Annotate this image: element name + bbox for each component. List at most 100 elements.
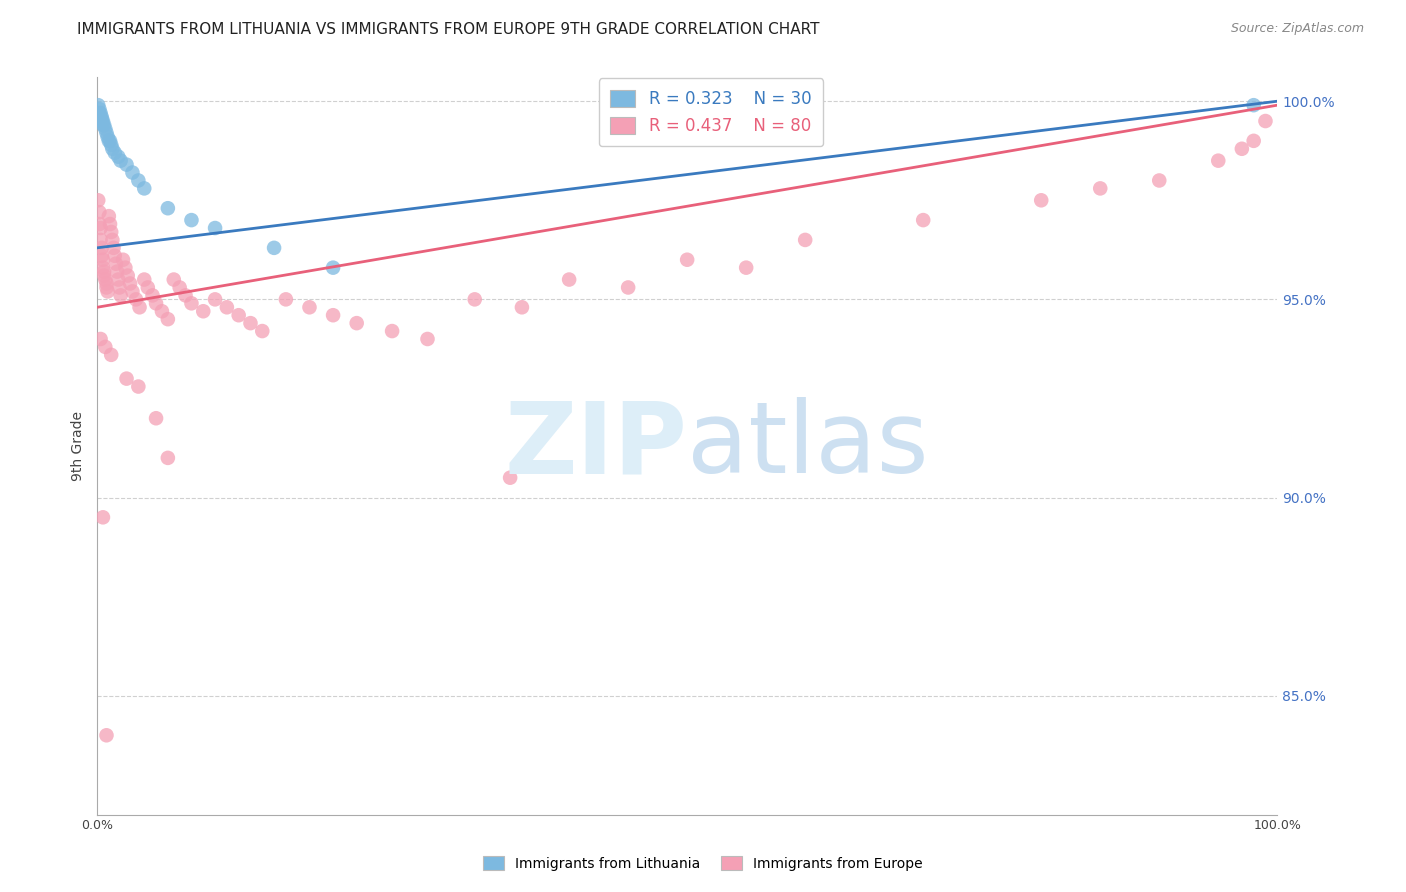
Point [136, 280, 159, 294]
Point [127, 173, 149, 187]
Point [115, 158, 138, 172]
Point [156, 450, 179, 465]
Point [215, 300, 238, 314]
Point [94, 122, 117, 136]
Point [204, 221, 226, 235]
Point [252, 324, 274, 338]
Point [145, 296, 167, 310]
Point [100, 348, 122, 362]
Point [676, 252, 699, 267]
Point [89, 102, 111, 116]
Legend: R = 0.323    N = 30, R = 0.437    N = 80: R = 0.323 N = 30, R = 0.437 N = 80 [599, 78, 823, 146]
Point [1243, 134, 1265, 148]
Point [169, 280, 191, 294]
Point [156, 201, 179, 215]
Point [93, 118, 115, 132]
Point [94, 340, 117, 354]
Point [263, 241, 285, 255]
Point [322, 308, 344, 322]
Point [110, 153, 132, 168]
Point [322, 260, 344, 275]
Point [1149, 173, 1171, 187]
Point [107, 272, 129, 286]
Point [239, 316, 262, 330]
Point [90, 233, 112, 247]
Point [97, 134, 120, 148]
Point [97, 285, 120, 299]
Legend: Immigrants from Lithuania, Immigrants from Europe: Immigrants from Lithuania, Immigrants fr… [478, 850, 928, 876]
Point [90, 221, 112, 235]
Point [1243, 98, 1265, 112]
Point [104, 257, 127, 271]
Point [104, 145, 127, 160]
Point [510, 300, 533, 314]
Point [416, 332, 439, 346]
Point [381, 324, 404, 338]
Point [193, 304, 215, 318]
Point [150, 304, 173, 318]
Y-axis label: 9th Grade: 9th Grade [72, 411, 86, 481]
Point [127, 379, 149, 393]
Point [120, 277, 142, 291]
Text: atlas: atlas [688, 398, 929, 494]
Point [107, 150, 129, 164]
Point [100, 137, 122, 152]
Point [96, 280, 118, 294]
Point [1090, 181, 1112, 195]
Point [89, 217, 111, 231]
Point [115, 371, 138, 385]
Point [114, 260, 136, 275]
Point [228, 308, 250, 322]
Point [464, 293, 486, 307]
Point [97, 209, 120, 223]
Point [101, 142, 124, 156]
Point [1031, 194, 1053, 208]
Point [111, 252, 134, 267]
Point [1206, 153, 1229, 168]
Point [96, 277, 118, 291]
Point [90, 332, 112, 346]
Point [90, 106, 112, 120]
Point [794, 233, 817, 247]
Point [204, 293, 226, 307]
Point [128, 300, 150, 314]
Point [141, 288, 163, 302]
Point [163, 272, 186, 286]
Point [89, 205, 111, 219]
Text: ZIP: ZIP [505, 398, 688, 494]
Point [90, 114, 112, 128]
Point [91, 252, 114, 267]
Point [98, 217, 121, 231]
Point [96, 126, 118, 140]
Point [98, 134, 121, 148]
Point [1254, 114, 1277, 128]
Text: Source: ZipAtlas.com: Source: ZipAtlas.com [1230, 22, 1364, 36]
Point [558, 272, 581, 286]
Point [110, 288, 132, 302]
Point [96, 728, 118, 742]
Point [1230, 142, 1253, 156]
Point [87, 98, 110, 112]
Point [90, 249, 112, 263]
Point [108, 280, 131, 294]
Point [97, 129, 120, 144]
Point [87, 194, 110, 208]
Point [298, 300, 321, 314]
Text: IMMIGRANTS FROM LITHUANIA VS IMMIGRANTS FROM EUROPE 9TH GRADE CORRELATION CHART: IMMIGRANTS FROM LITHUANIA VS IMMIGRANTS … [77, 22, 820, 37]
Point [134, 181, 156, 195]
Point [346, 316, 368, 330]
Point [180, 213, 202, 227]
Point [174, 288, 197, 302]
Point [156, 312, 179, 326]
Point [103, 241, 125, 255]
Point [101, 233, 124, 247]
Point [180, 296, 202, 310]
Point [134, 272, 156, 286]
Point [145, 411, 167, 425]
Point [91, 114, 114, 128]
Point [90, 241, 112, 255]
Point [93, 265, 115, 279]
Point [912, 213, 935, 227]
Point [91, 260, 114, 275]
Point [93, 268, 115, 283]
